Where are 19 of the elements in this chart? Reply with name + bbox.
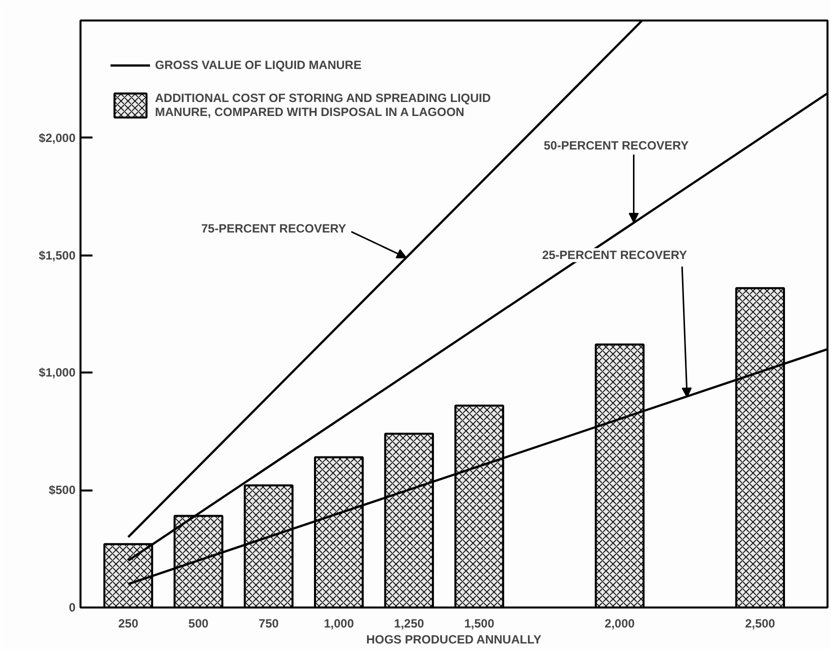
x-tick-label: 500 <box>188 616 209 630</box>
legend-label: GROSS VALUE OF LIQUID MANURE <box>155 57 362 74</box>
y-tick-label: $1,000 <box>38 366 76 380</box>
y-tick-label: $500 <box>48 483 76 498</box>
y-tick-label: $2,000 <box>38 130 76 145</box>
x-tick-label: 1,250 <box>394 616 424 630</box>
x-tick-label: 250 <box>118 616 139 630</box>
y-tick-label: $1,500 <box>38 248 76 262</box>
x-tick-label: 750 <box>258 616 279 630</box>
legend-label: ADDITIONAL COST OF STORING AND SPREADING LIQUID MANURE, COMPARED WITH DISPOSAL IN A LAGOON <box>155 90 491 120</box>
x-tick-label: 2,500 <box>745 616 776 630</box>
x-axis-title: HOGS PRODUCED ANNUALLY <box>366 632 542 646</box>
annotation: 25-PERCENT RECOVERY <box>542 248 688 262</box>
annotation: 75-PERCENT RECOVERY <box>201 222 346 236</box>
annotation: 50-PERCENT RECOVERY <box>544 138 689 152</box>
x-tick-label: 1,500 <box>464 616 495 630</box>
y-tick-label: 0 <box>68 600 76 614</box>
x-tick-label: 1,000 <box>324 616 354 630</box>
x-tick-label: 2,000 <box>604 616 636 630</box>
